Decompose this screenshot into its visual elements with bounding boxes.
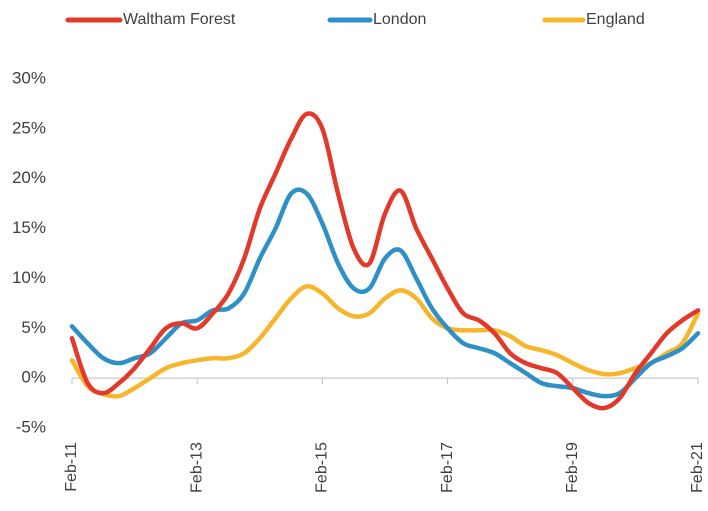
y-tick-label: 10% <box>12 268 46 287</box>
x-tick-label: Feb-17 <box>439 442 456 493</box>
y-tick-label: 30% <box>12 68 46 87</box>
series-line <box>69 284 701 399</box>
legend-label: Waltham Forest <box>123 11 236 28</box>
legend-label: London <box>373 11 426 28</box>
x-tick-label: Feb-21 <box>689 442 706 493</box>
y-tick-label: 15% <box>12 218 46 237</box>
x-tick-label: Feb-19 <box>564 442 581 493</box>
x-tick-label: Feb-15 <box>314 442 331 493</box>
x-tick-label: Feb-13 <box>188 442 205 493</box>
y-tick-label: 0% <box>21 368 46 387</box>
y-tick-label: 5% <box>21 318 46 337</box>
y-tick-label: 20% <box>12 168 46 187</box>
x-tick-label: Feb-11 <box>63 442 80 492</box>
y-tick-label: 25% <box>12 118 46 137</box>
series-line <box>69 187 701 399</box>
legend-label: England <box>586 11 645 28</box>
series-line <box>69 111 701 411</box>
y-tick-label: -5% <box>16 417 46 436</box>
